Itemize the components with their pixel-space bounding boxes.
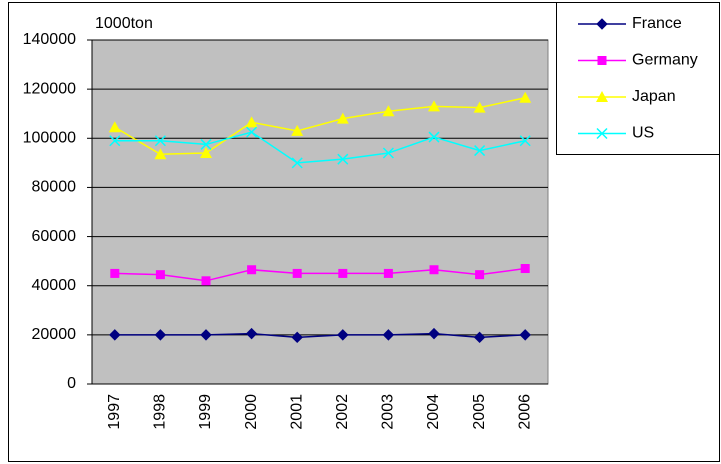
x-tick-label: 1997 (106, 394, 123, 430)
legend-label: Germany (632, 52, 698, 69)
marker (201, 276, 211, 286)
x-tick-label: 2000 (243, 394, 260, 430)
marker (291, 157, 303, 169)
x-tick-label: 2006 (516, 394, 533, 430)
marker (110, 268, 120, 278)
legend-label: Japan (632, 88, 676, 105)
marker (246, 126, 258, 138)
x-tick-label: 1999 (197, 394, 214, 430)
marker (291, 124, 304, 136)
y-tick-label: 20000 (32, 326, 77, 343)
marker (596, 91, 608, 102)
marker (519, 91, 532, 103)
y-tick-label: 140000 (23, 31, 76, 48)
x-tick-label: 2003 (380, 394, 397, 430)
x-tick-label: 2004 (425, 394, 442, 430)
marker (473, 331, 486, 344)
x-tick-label: 1998 (152, 394, 169, 430)
marker (200, 138, 212, 150)
marker (247, 265, 257, 275)
y-tick-label: 0 (67, 375, 76, 392)
marker (519, 329, 531, 341)
marker (382, 147, 394, 159)
marker (200, 329, 212, 341)
marker (154, 329, 167, 341)
marker (429, 265, 439, 275)
marker (338, 268, 348, 278)
marker (154, 148, 167, 160)
series-line (114, 97, 526, 156)
legend-label: US (632, 125, 654, 142)
marker (245, 327, 258, 340)
y-tick-label: 100000 (23, 130, 76, 147)
marker (337, 153, 349, 165)
marker (428, 327, 440, 340)
marker (155, 270, 165, 280)
series-line (114, 332, 526, 339)
marker (428, 100, 440, 112)
marker (597, 56, 607, 65)
marker (520, 264, 530, 274)
legend-label: France (632, 15, 682, 32)
marker (428, 131, 440, 143)
marker (109, 329, 121, 341)
marker (108, 121, 121, 133)
marker (336, 112, 349, 124)
marker (519, 135, 531, 147)
x-tick-label: 2005 (471, 394, 488, 430)
marker (475, 270, 485, 280)
y-tick-label: 40000 (32, 277, 77, 294)
marker (154, 135, 166, 147)
series-line (114, 131, 526, 164)
marker (245, 116, 258, 128)
y-tick-label: 60000 (32, 228, 77, 245)
marker (291, 331, 303, 344)
marker (473, 101, 486, 113)
marker (292, 268, 302, 278)
marker (200, 147, 212, 159)
plot-area (91, 39, 549, 385)
marker (596, 18, 608, 30)
marker (337, 329, 349, 341)
legend (556, 2, 720, 155)
y-tick-label: 80000 (32, 179, 77, 196)
marker (382, 105, 395, 117)
marker (596, 127, 608, 140)
marker (109, 135, 121, 147)
x-tick-label: 2002 (334, 394, 351, 430)
marker (382, 329, 395, 341)
unit-annotation: 1000ton (95, 15, 153, 32)
y-tick-label: 120000 (23, 80, 76, 97)
marker (383, 268, 393, 278)
marker (474, 145, 486, 157)
series-line (114, 267, 526, 282)
x-tick-label: 2001 (288, 394, 305, 430)
